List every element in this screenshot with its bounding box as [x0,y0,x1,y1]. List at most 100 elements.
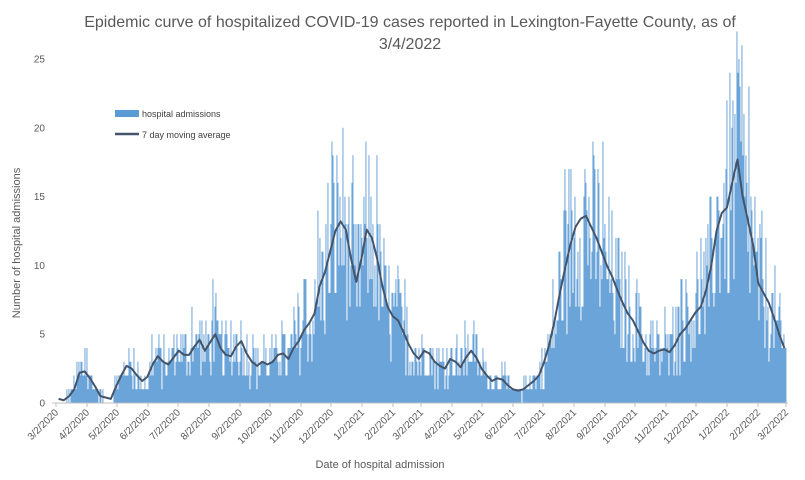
bar [375,306,377,403]
bar [330,224,332,403]
bar [142,389,144,403]
bar [464,320,466,403]
bar [537,375,539,403]
bar [590,279,592,403]
bar [717,196,719,403]
bar [399,292,401,403]
x-tick-label: 3/2/2022 [756,407,792,443]
bar [194,347,196,403]
bar [600,265,602,403]
bar [338,265,340,403]
x-tick-label: 6/2/2020 [118,407,154,443]
bar [309,320,311,403]
bar [306,334,308,403]
bar [268,375,270,403]
bar [89,375,91,403]
bar [551,347,553,403]
bar [292,347,294,403]
bar [455,347,457,403]
bar [574,196,576,403]
bar [612,292,614,403]
bar [665,334,667,403]
bar [269,347,271,403]
bar [322,251,324,403]
bar [527,389,529,403]
bar [686,292,688,403]
bar [778,306,780,403]
bar [705,237,707,403]
bar [664,306,666,403]
bar [129,361,131,403]
bar [166,375,168,403]
bar [432,347,434,403]
bar [552,279,554,403]
bar [450,347,452,403]
bar [430,347,432,403]
bar [321,251,323,403]
bar [398,279,400,403]
bar [731,127,733,404]
bar [378,320,380,403]
bar [161,389,163,403]
bar [361,237,363,403]
bar [554,320,556,403]
bar [625,279,627,403]
bar [512,389,514,403]
bar [227,347,229,403]
bar [564,169,566,403]
bar [407,334,409,403]
bar [696,251,698,403]
bar [342,127,344,404]
bar [246,334,248,403]
bar [710,196,712,403]
bar [238,375,240,403]
bar [307,361,309,403]
bar [702,306,704,403]
bar [753,265,755,403]
bar [635,292,637,403]
bar [85,375,87,403]
bar [323,320,325,403]
bar [72,389,74,403]
bar [719,292,721,403]
bar [742,155,744,403]
bar [487,389,489,403]
bar [589,237,591,403]
bar [367,292,369,403]
bar [376,155,378,403]
bar [132,389,134,403]
bar [337,182,339,403]
bar [193,347,195,403]
bar [214,306,216,403]
bar [508,375,510,403]
bar [156,361,158,403]
bar [609,292,611,403]
bar [604,224,606,403]
bar [725,169,727,403]
bar [172,347,174,403]
bar [248,361,250,403]
bar [610,279,612,403]
bar [709,196,711,403]
bar [235,334,237,403]
bar [560,279,562,403]
x-tick-label: 8/2/2020 [179,407,215,443]
bar [605,251,607,403]
bar [362,265,364,403]
bar [283,334,285,403]
bar [434,389,436,403]
bar [540,389,542,403]
bar [503,375,505,403]
bar [220,334,222,403]
bar [550,334,552,403]
bar [666,347,668,403]
bar [406,306,408,403]
bar [324,334,326,403]
bar [385,265,387,403]
bar [120,375,122,403]
bar [391,292,393,403]
bar [293,306,295,403]
bar [738,59,740,403]
bar [417,375,419,403]
bar [405,375,407,403]
